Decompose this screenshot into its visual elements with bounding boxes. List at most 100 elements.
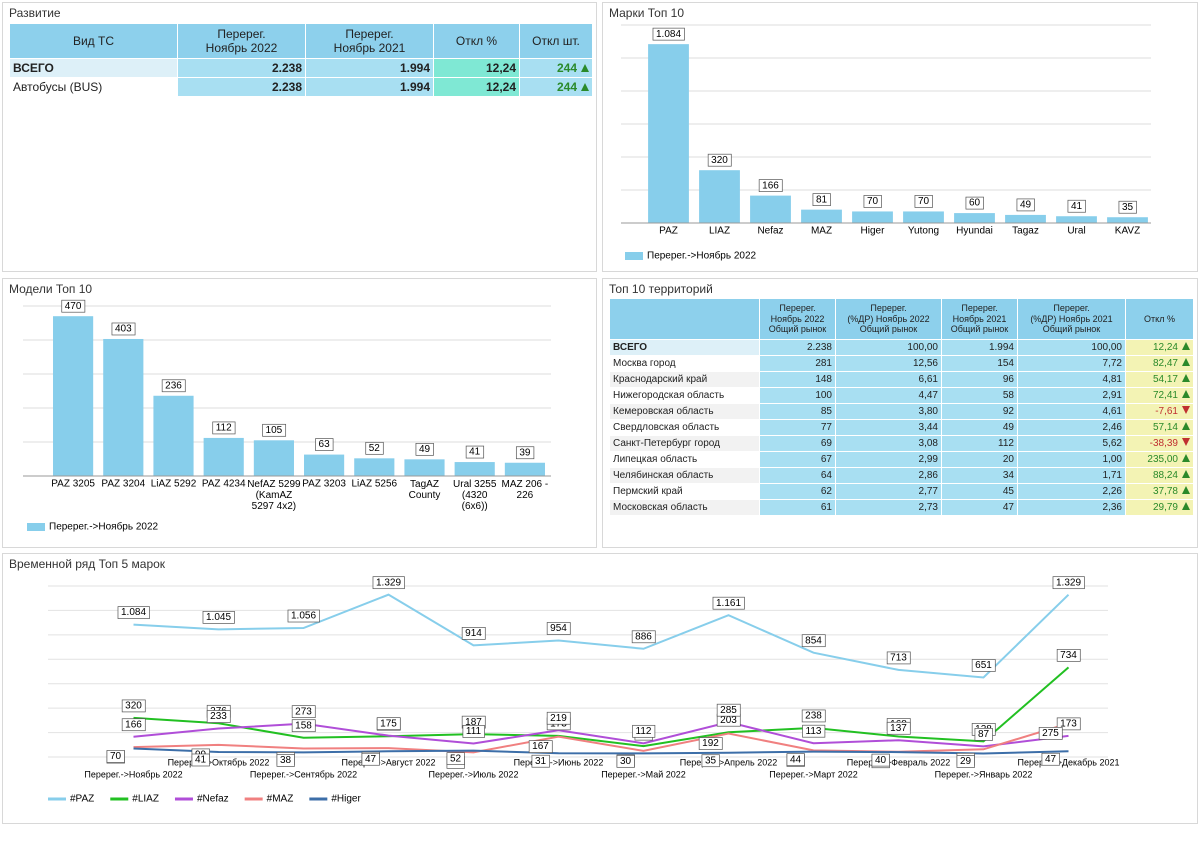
table-cell: 34 [941, 467, 1018, 484]
panel-title: Марки Топ 10 [609, 6, 685, 20]
bar [304, 454, 345, 476]
table-cell: 54,17 [1125, 371, 1194, 388]
table-cell: Краснодарский край [609, 371, 760, 388]
header-cell: Откл % [1125, 298, 1194, 340]
label-box [863, 195, 882, 208]
brands-chart: 1.084 PAZ 320 LIAZ 166 Nefaz 81 MAZ 70 Higer 70 Yut… [621, 24, 1151, 262]
legend-label: #Nefaz [197, 794, 229, 805]
brands-panel: Марки Топ 10 1.084 PAZ 320 LIAZ 166 Nefaz 81 MA… [602, 2, 1198, 272]
data-label: 187 [465, 717, 482, 728]
table-cell: 235,00 [1125, 451, 1194, 468]
label-box [446, 752, 465, 765]
data-label: 1.045 [206, 612, 231, 623]
table-cell: 82,47 [1125, 355, 1194, 372]
data-label: 886 [635, 631, 652, 642]
table-row: Челябинская область 64 2,86 34 1,71 88,24 [609, 467, 1194, 484]
data-label: 1.161 [716, 598, 741, 609]
x-tick-label: PAZ 3205 [51, 479, 95, 490]
label-box [1067, 199, 1086, 213]
label-box [365, 441, 384, 455]
bar [103, 338, 144, 476]
x-tick-label: MAZ [811, 226, 832, 237]
legend-label: Перерег.->Ноябрь 2022 [647, 250, 757, 262]
table-cell: Пермский край [609, 483, 760, 500]
x-tick-label: Перерег.->Февраль 2022 [847, 757, 951, 767]
dev-panel: Развитие Вид ТС Перерег. Ноябрь 2022 Перер… [2, 2, 597, 272]
table-cell: 2,77 [835, 483, 942, 500]
table-cell: 64 [759, 467, 836, 484]
legend-swatch [27, 523, 45, 531]
data-label: 175 [380, 718, 397, 729]
table-cell: 85 [759, 403, 836, 420]
label-box [291, 719, 316, 733]
label-box [1052, 576, 1085, 590]
table-cell: 29,79 [1125, 499, 1194, 516]
data-label: 233 [210, 711, 227, 722]
data-label: 52 [369, 443, 381, 454]
table-cell: 1,71 [1017, 467, 1126, 484]
label-box [415, 442, 434, 456]
dev-table: Вид ТС Перерег. Ноябрь 2022 Перерег. Ноябр… [9, 23, 593, 97]
table-cell: Нижегородская область [609, 387, 760, 404]
label-box [1038, 727, 1063, 740]
table-row: ВСЕГО 2.238 100,00 1.994 100,00 12,24 [609, 339, 1194, 356]
data-label: 60 [969, 198, 981, 209]
label-box [117, 606, 150, 619]
models-panel: Модели Топ 10 470 PAZ 3205 403 PAZ 3204 236 L… [2, 278, 597, 548]
table-cell: 1.994 [305, 58, 434, 78]
table-cell: 244 [519, 77, 593, 97]
data-label: 1.329 [1056, 577, 1081, 588]
data-label: 111 [466, 726, 482, 737]
data-label: 49 [1020, 200, 1032, 211]
table-cell: 2,86 [835, 467, 942, 484]
table-cell: 96 [941, 371, 1018, 388]
data-label: 112 [636, 726, 652, 737]
legend-label: Перерег.->Ноябрь 2022 [49, 521, 159, 533]
bar [53, 316, 94, 476]
header-row: Вид ТС Перерег. Ноябрь 2022 Перерег. Ноябр… [9, 23, 593, 59]
table-row: Московская область 61 2,73 47 2,36 29,79 [609, 499, 1194, 516]
table-cell: 62 [759, 483, 836, 500]
data-label: 470 [65, 301, 82, 312]
label-box [546, 711, 571, 725]
data-label: 914 [465, 628, 482, 639]
table-cell: 4,47 [835, 387, 942, 404]
label-box [886, 721, 911, 735]
data-label: 41 [469, 447, 481, 458]
header-cell [609, 298, 760, 340]
data-label: 734 [1060, 650, 1077, 661]
data-label: 70 [867, 196, 879, 207]
data-label: 713 [890, 653, 907, 664]
label-box [361, 752, 380, 766]
legend-label: #LIAZ [132, 794, 159, 805]
data-label: 166 [762, 180, 779, 191]
table-cell: 47 [941, 499, 1018, 516]
table-cell: -7,61 [1125, 403, 1194, 420]
label-box [965, 196, 984, 210]
label-box [1056, 648, 1081, 662]
label-box [652, 27, 685, 41]
data-label: 275 [1042, 728, 1059, 739]
label-box [786, 753, 805, 766]
bar [648, 44, 689, 223]
table-cell: 1,00 [1017, 451, 1126, 468]
label-box [631, 630, 656, 644]
bar [253, 440, 294, 476]
label-box [61, 299, 86, 313]
territory-panel: Топ 10 территорий Перерег. Ноябрь 2022 О… [602, 278, 1198, 548]
x-tick-label: Перерег.->Июль 2022 [429, 769, 519, 779]
label-box [1118, 200, 1137, 214]
label-box [121, 718, 146, 732]
data-label: 41 [195, 755, 207, 766]
label-box [315, 438, 334, 451]
table-cell: 100 [759, 387, 836, 404]
table-row: Свердловская область 77 3,44 49 2,46 57,14 [609, 419, 1194, 436]
table-cell: 148 [759, 371, 836, 388]
label-box [376, 717, 401, 730]
bar [750, 195, 791, 223]
label-box [111, 322, 136, 336]
table-cell: 2.238 [177, 58, 306, 78]
x-tick-label: LiAZ 5256 [352, 479, 398, 490]
data-label: 35 [705, 755, 717, 766]
